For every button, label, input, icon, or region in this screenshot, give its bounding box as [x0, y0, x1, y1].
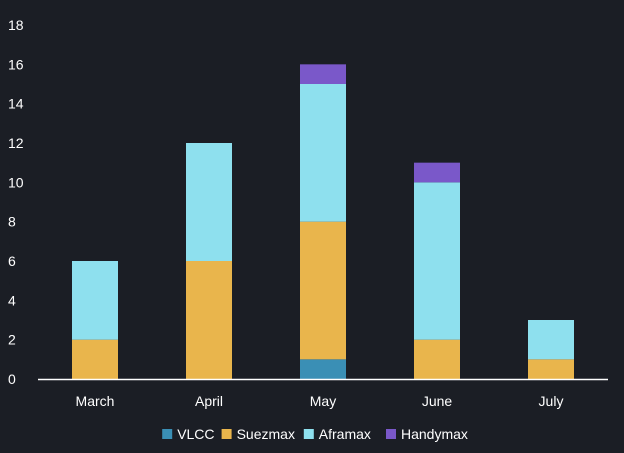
legend-label-aframax: Aframax — [319, 426, 371, 442]
y-tick-label: 6 — [8, 253, 16, 269]
bar-aframax-april — [186, 143, 232, 261]
bar-aframax-march — [72, 261, 118, 340]
bar-handymax-june — [414, 162, 460, 183]
legend-label-vlcc: VLCC — [177, 426, 214, 442]
x-axis-ticks: March April May June July — [76, 393, 564, 409]
legend-swatch-suezmax — [221, 429, 232, 439]
y-tick-label: 8 — [8, 214, 16, 230]
bar-suezmax-march — [72, 339, 118, 379]
x-tick-label: June — [422, 393, 453, 409]
y-tick-label: 12 — [8, 135, 24, 151]
y-tick-label: 14 — [8, 96, 24, 112]
bar-suezmax-june — [414, 339, 460, 379]
y-axis-ticks: 0 2 4 6 8 10 12 14 16 18 — [8, 17, 24, 387]
bar-suezmax-may — [300, 221, 346, 360]
x-tick-label: March — [76, 393, 115, 409]
bar-suezmax-april — [186, 261, 232, 379]
legend-swatch-vlcc — [162, 429, 173, 439]
y-tick-label: 18 — [8, 17, 24, 33]
bar-handymax-may — [300, 64, 346, 84]
legend-swatch-aframax — [303, 429, 314, 439]
bar-aframax-june — [414, 182, 460, 340]
legend: VLCC Suezmax Aframax Handymax — [162, 426, 468, 442]
y-tick-label: 4 — [8, 292, 16, 308]
y-tick-label: 16 — [8, 56, 24, 72]
x-tick-label: July — [539, 393, 564, 409]
bar-aframax-july — [528, 320, 574, 360]
x-tick-label: May — [310, 393, 336, 409]
bars — [72, 64, 574, 379]
bar-vlcc-may — [300, 359, 346, 379]
bar-suezmax-july — [528, 359, 574, 379]
y-tick-label: 2 — [8, 332, 16, 348]
x-tick-label: April — [195, 393, 223, 409]
legend-label-suezmax: Suezmax — [237, 426, 295, 442]
y-tick-label: 0 — [8, 371, 16, 387]
legend-label-handymax: Handymax — [401, 426, 468, 442]
legend-swatch-handymax — [386, 429, 396, 439]
y-tick-label: 10 — [8, 174, 24, 190]
bar-aframax-may — [300, 84, 346, 222]
